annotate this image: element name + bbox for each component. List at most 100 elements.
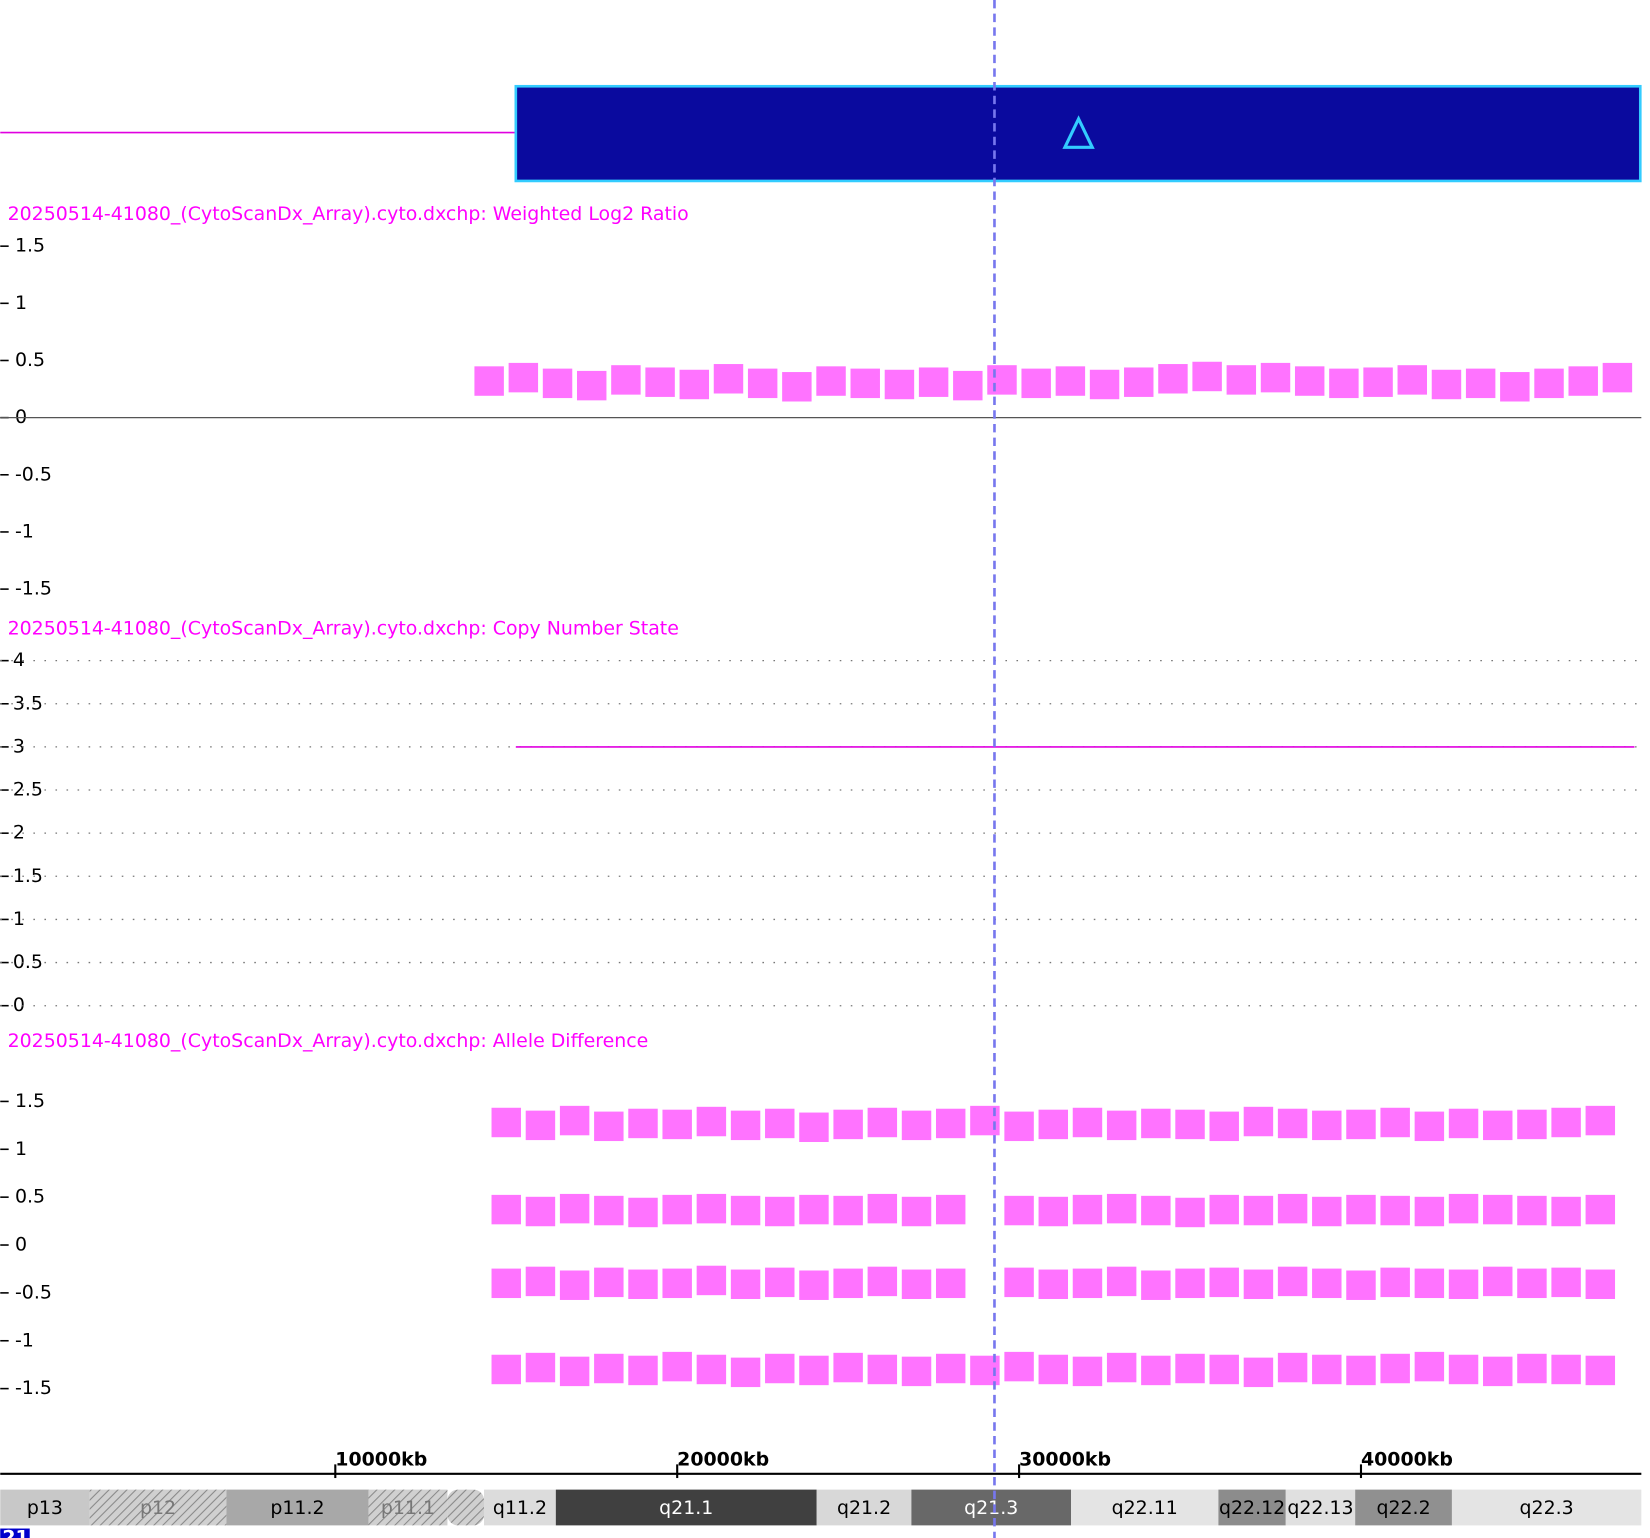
centromere [447, 1489, 485, 1526]
band-label: q11.2 [493, 1497, 547, 1519]
band-label: q22.13 [1287, 1497, 1353, 1519]
data-point [850, 368, 880, 399]
data-point [525, 1266, 556, 1297]
data-point [1106, 1266, 1137, 1297]
data-point [1038, 1196, 1069, 1227]
data-point [1346, 1355, 1376, 1386]
data-point [953, 370, 983, 401]
data-point [628, 1197, 658, 1228]
data-point [799, 1355, 829, 1386]
data-point [1175, 1353, 1205, 1384]
data-point [765, 1267, 795, 1298]
data-point [765, 1353, 795, 1384]
data-point [935, 1108, 966, 1139]
data-point [1226, 365, 1257, 395]
y-tick-label: -1 [15, 1329, 34, 1351]
data-point [525, 1352, 556, 1383]
track-title: 20250514-41080_(CytoScanDx_Array).cyto.d… [8, 203, 689, 225]
data-point [559, 1105, 590, 1136]
data-point [1346, 1109, 1376, 1140]
data-point [1124, 367, 1154, 397]
data-point [1277, 1266, 1308, 1297]
y-tick-label: -1.5 [15, 1377, 52, 1399]
data-point [1602, 362, 1633, 393]
band-label: q21.2 [837, 1497, 891, 1519]
data-point [1277, 1108, 1308, 1139]
track-title: 20250514-41080_(CytoScanDx_Array).cyto.d… [8, 1030, 649, 1052]
data-point [1448, 1269, 1479, 1299]
data-point [1072, 1194, 1103, 1225]
data-point [1568, 366, 1598, 396]
y-tick-label: -1.5 [15, 578, 52, 600]
data-point [1312, 1196, 1342, 1227]
data-point [1021, 368, 1051, 399]
data-point [867, 1266, 898, 1297]
data-point [1551, 1196, 1581, 1227]
y-tick-label: 2 [13, 822, 25, 844]
data-point [1106, 1110, 1137, 1141]
data-point [491, 1107, 521, 1138]
data-point [799, 1112, 829, 1143]
data-point [1141, 1195, 1171, 1226]
data-point [1517, 1353, 1547, 1384]
chromosome-badge [0, 1528, 30, 1538]
data-point [1141, 1108, 1171, 1139]
data-point [782, 372, 812, 402]
data-point [525, 1110, 556, 1141]
y-tick-label: 0 [13, 994, 25, 1016]
data-point [662, 1268, 692, 1299]
data-point [1585, 1194, 1616, 1225]
band-label: q22.12 [1219, 1497, 1285, 1519]
data-point [696, 1193, 727, 1224]
data-point [1483, 1110, 1513, 1141]
data-point [1483, 1194, 1513, 1225]
data-point [1294, 366, 1325, 396]
y-tick-label: 1.5 [15, 235, 45, 257]
data-point [1380, 1195, 1410, 1226]
band-label: q21.3 [964, 1497, 1018, 1519]
data-point [662, 1351, 692, 1382]
data-point [1483, 1266, 1513, 1297]
data-point [867, 1193, 898, 1224]
data-point [1448, 1193, 1479, 1224]
data-point [1209, 1194, 1239, 1225]
y-tick-label: 3.5 [13, 692, 43, 714]
data-point [1312, 1268, 1342, 1299]
track-title: 20250514-41080_(CytoScanDx_Array).cyto.d… [8, 618, 679, 640]
data-point [696, 1106, 727, 1137]
data-point [765, 1108, 795, 1139]
data-point [1585, 1105, 1616, 1136]
data-point [1380, 1353, 1410, 1384]
data-point [884, 369, 915, 400]
data-point [542, 368, 573, 399]
band [368, 1489, 448, 1526]
band-label: q22.2 [1376, 1497, 1430, 1519]
band [484, 1489, 556, 1526]
band-label: p11.2 [270, 1497, 324, 1519]
data-point [628, 1355, 658, 1386]
data-point [1004, 1195, 1034, 1226]
data-point [594, 1111, 624, 1142]
data-point [1551, 1354, 1581, 1385]
data-point [1483, 1356, 1513, 1387]
data-point [1004, 1267, 1034, 1298]
data-point [594, 1195, 624, 1226]
data-point [935, 1353, 966, 1384]
data-point [799, 1194, 829, 1225]
data-point [594, 1353, 624, 1384]
data-point [1534, 368, 1564, 399]
data-point [730, 1357, 761, 1388]
data-point [747, 368, 778, 399]
data-point [1500, 372, 1530, 402]
data-point [799, 1270, 829, 1300]
data-point [867, 1354, 898, 1385]
data-point [901, 1196, 932, 1227]
data-point [935, 1194, 966, 1225]
data-point [525, 1196, 556, 1227]
data-point [1346, 1270, 1376, 1300]
data-point [474, 366, 504, 396]
data-point [1397, 365, 1427, 395]
data-point [1072, 1268, 1103, 1299]
band-label: p11.1 [381, 1497, 435, 1519]
data-point [679, 369, 710, 400]
